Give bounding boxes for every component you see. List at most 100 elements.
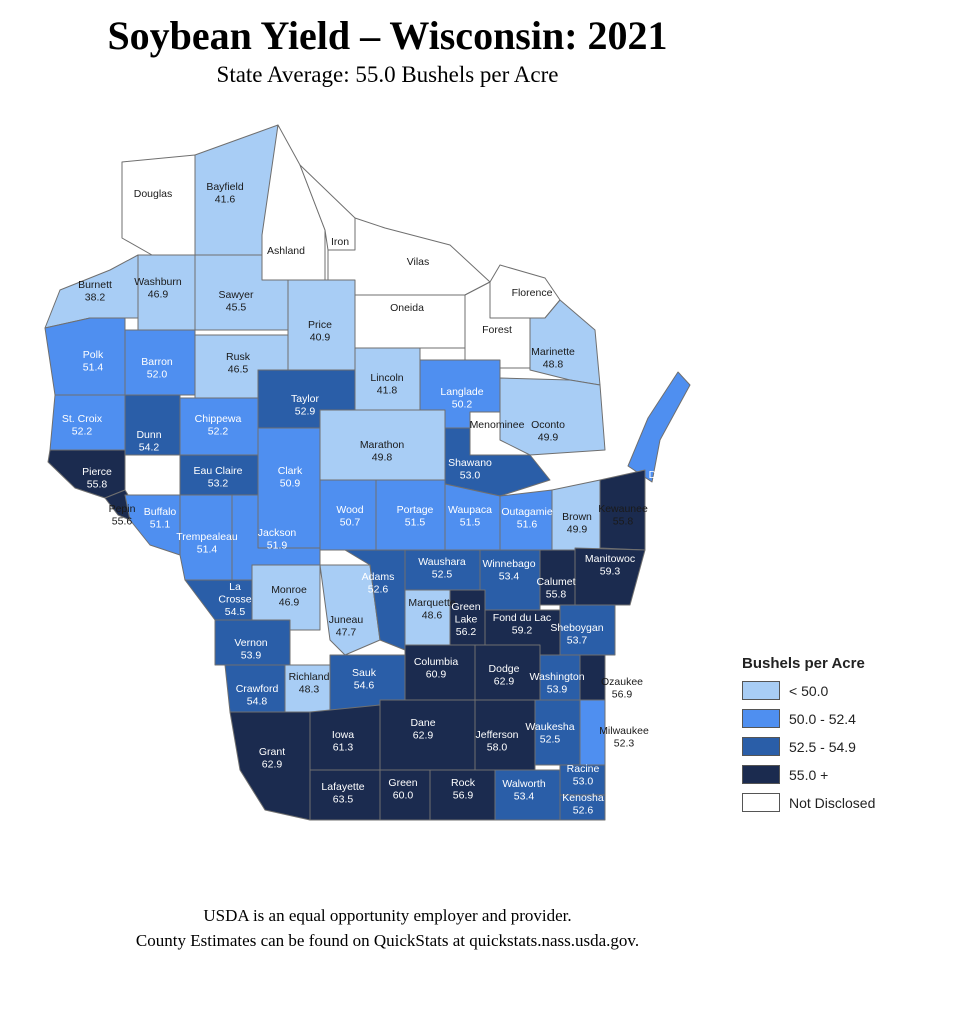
legend-label: Not Disclosed (789, 794, 876, 811)
county-label-sawyer: Sawyer 45.5 (218, 289, 254, 314)
footer-line-1: USDA is an equal opportunity employer an… (203, 906, 572, 925)
county-label-portage: Portage 51.5 (397, 504, 434, 529)
county-label-ozaukee: Ozaukee 56.9 (601, 676, 643, 701)
county-label-rusk: Rusk 46.5 (226, 351, 251, 376)
county-label-green-lake: Green Lake 56.2 (451, 601, 480, 638)
county-label-vilas: Vilas (407, 256, 430, 268)
county-label-grant: Grant 62.9 (259, 746, 285, 771)
county-marinette (529, 299, 601, 386)
county-label-buffalo: Buffalo 51.1 (144, 506, 177, 531)
county-grant (229, 711, 311, 821)
county-label-adams: Adams 52.6 (362, 571, 395, 596)
county-label-price: Price 40.9 (308, 319, 332, 344)
county-label-chippewa: Chippewa 52.2 (195, 413, 242, 438)
legend-label: 52.5 - 54.9 (789, 738, 856, 755)
legend-title: Bushels per Acre (742, 655, 865, 672)
county-label-walworth: Walworth 53.4 (502, 778, 546, 803)
county-label-clark: Clark 50.9 (278, 465, 303, 490)
county-sheboygan (559, 604, 616, 656)
legend-label: 55.0 + (789, 766, 829, 783)
county-label-juneau: Juneau 47.7 (329, 614, 364, 639)
legend-swatch (742, 765, 780, 784)
county-oconto (499, 377, 606, 456)
county-label-forest: Forest (482, 324, 512, 336)
legend-item-under-50: < 50.0 (742, 680, 932, 701)
legend-item-55-plus: 55.0 + (742, 764, 932, 785)
county-label-dane: Dane 62.9 (410, 717, 435, 742)
county-label-oconto: Oconto 49.9 (531, 419, 565, 444)
county-label-crawford: Crawford 54.8 (236, 683, 279, 708)
county-label-milwaukee: Milwaukee 52.3 (599, 725, 649, 750)
county-label-outagamie: Outagamie 51.6 (501, 506, 553, 531)
map-title: Soybean Yield – Wisconsin: 2021 (107, 13, 668, 58)
county-label-barron: Barron 52.0 (141, 356, 173, 381)
county-label-st-croix: St. Croix 52.2 (62, 413, 103, 438)
county-label-douglas: Douglas (134, 188, 173, 200)
county-label-oneida: Oneida (390, 302, 424, 314)
county-label-racine: Racine 53.0 (567, 763, 600, 788)
county-label-winnebago: Winnebago 53.4 (482, 558, 535, 583)
county-label-washington: Washington 53.9 (529, 671, 584, 696)
county-label-marquette: Marquette 48.6 (408, 597, 455, 622)
county-label-burnett: Burnett 38.2 (78, 279, 112, 304)
county-label-shawano: Shawano 53.0 (448, 457, 492, 482)
county-label-sheboygan: Sheboygan 53.7 (550, 622, 603, 647)
legend-swatch (742, 737, 780, 756)
county-label-pepin: Pepin 55.6 (109, 503, 136, 528)
county-label-wood: Wood 50.7 (336, 504, 363, 529)
county-label-pierce: Pierce 55.8 (82, 466, 112, 491)
county-label-marathon: Marathon 49.8 (360, 439, 405, 464)
county-label-monroe: Monroe 46.9 (271, 584, 307, 609)
county-label-waukesha: Waukesha 52.5 (525, 721, 574, 746)
county-label-florence: Florence (512, 287, 553, 299)
county-label-rock: Rock 56.9 (451, 777, 476, 802)
county-label-dunn: Dunn 54.2 (136, 429, 161, 454)
legend-item-52-55: 52.5 - 54.9 (742, 736, 932, 757)
county-label-sauk: Sauk 54.6 (352, 667, 377, 692)
county-label-iron: Iron (331, 236, 349, 248)
county-label-lafayette: Lafayette 63.5 (321, 781, 364, 806)
county-label-jackson: Jackson 51.9 (258, 527, 297, 552)
county-juneau (319, 564, 381, 656)
county-kenosha (559, 794, 606, 821)
map-subtitle: State Average: 55.0 Bushels per Acre (216, 62, 559, 87)
county-label-trempealeau: Trempealeau 51.4 (176, 531, 238, 556)
legend-swatch (742, 793, 780, 812)
county-label-kewaunee: Kewaunee 55.8 (598, 503, 648, 528)
footer-line-2: County Estimates can be found on QuickSt… (135, 931, 640, 950)
county-label-eau-claire: Eau Claire 53.2 (193, 465, 242, 490)
county-label-brown: Brown 49.9 (562, 511, 592, 536)
legend-label: < 50.0 (789, 682, 829, 699)
county-label-marinette: Marinette 48.8 (531, 346, 575, 371)
county-label-vernon: Vernon 53.9 (234, 637, 267, 662)
legend-label: 50.0 - 52.4 (789, 710, 856, 727)
county-label-kenosha: Kenosha 52.6 (562, 792, 604, 817)
county-label-dodge: Dodge 62.9 (489, 663, 520, 688)
legend-item-50-52: 50.0 - 52.4 (742, 708, 932, 729)
legend-item-not-disclosed: Not Disclosed (742, 792, 932, 813)
county-label-langlade: Langlade 50.2 (440, 386, 483, 411)
county-label-waupaca: Waupaca 51.5 (448, 504, 492, 529)
county-label-taylor: Taylor 52.9 (291, 393, 320, 418)
county-label-bayfield: Bayfield 41.6 (206, 181, 244, 206)
county-label-columbia: Columbia 60.9 (414, 656, 459, 681)
county-monroe (251, 564, 321, 631)
county-label-ashland: Ashland (267, 245, 305, 257)
county-label-iowa: Iowa 61.3 (332, 729, 354, 754)
county-buffalo (124, 494, 181, 556)
county-label-green: Green 60.0 (388, 777, 417, 802)
county-label-calumet: Calumet 55.8 (536, 576, 575, 601)
county-label-menominee: Menominee (470, 419, 525, 431)
county-label-richland: Richland 48.3 (289, 671, 330, 696)
county-label-lincoln: Lincoln 41.8 (370, 372, 403, 397)
county-label-jefferson: Jefferson 58.0 (476, 729, 519, 754)
county-douglas (121, 154, 196, 256)
county-label-la-crosse: La Crosse 54.5 (218, 581, 251, 618)
county-label-waushara: Waushara 52.5 (418, 556, 466, 581)
legend-swatch (742, 681, 780, 700)
county-label-fond-du-lac: Fond du Lac 59.2 (493, 612, 551, 637)
county-label-washburn: Washburn 46.9 (134, 276, 182, 301)
legend: Bushels per Acre < 50.0 50.0 - 52.4 52.5… (742, 655, 932, 820)
county-label-manitowoc: Manitowoc 59.3 (585, 553, 635, 578)
